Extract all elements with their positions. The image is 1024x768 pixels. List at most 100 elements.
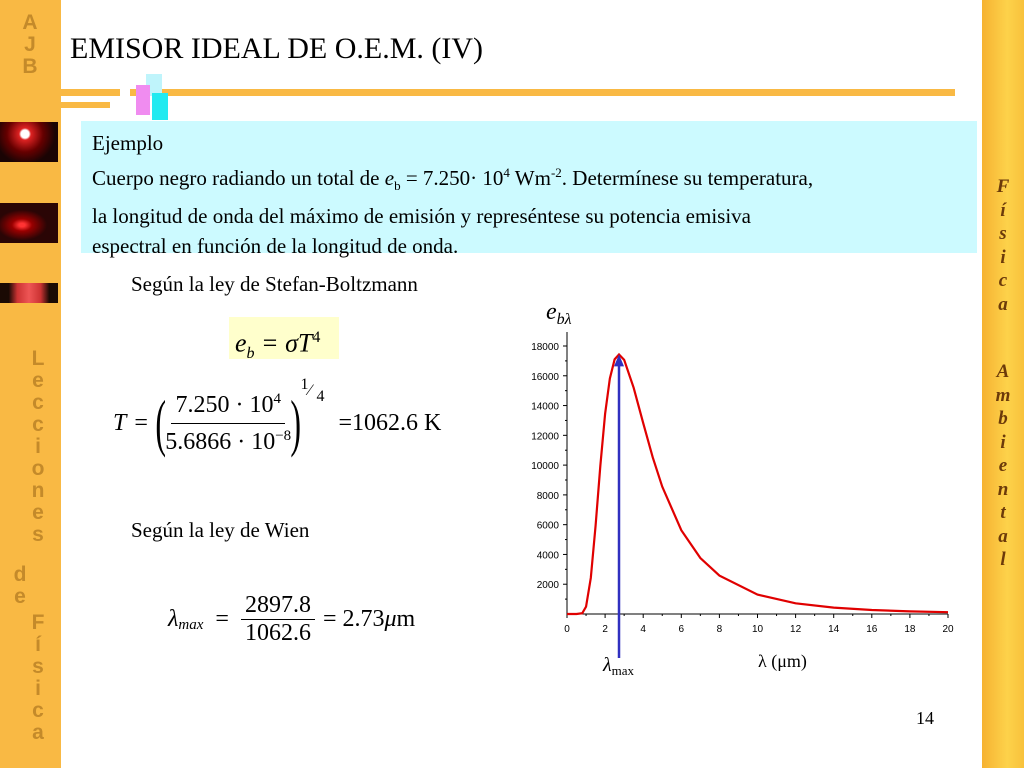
letter: o [31,457,45,480]
letter: e [14,585,26,608]
text: 2897.8 [240,592,315,620]
text: =1062.6 K [338,409,442,436]
text: 4 [503,165,510,180]
axes: 0 2 4 6 8 10 12 14 16 18 20 2000 4000 6000 8000 10000 12… [531,332,954,635]
letter: c [32,413,44,436]
letter: e [32,501,44,524]
x-tick-label: 8 [717,624,723,635]
photo-glow [0,203,58,243]
problem-statement: Ejemplo Cuerpo negro radiando un total d… [81,121,977,258]
problem-line: Cuerpo negro radiando un total de eb = 7… [81,158,977,201]
decor-square [146,74,162,96]
text: 4 [312,329,321,346]
problem-heading: Ejemplo [92,131,164,155]
logo-letter: A [22,11,38,34]
letter: L [31,347,45,370]
letter: n [31,479,45,502]
y-tick-label: 18000 [531,342,559,353]
y-tick-label: 2000 [537,580,560,591]
photo-spectrum [0,283,58,303]
x-tick-label: 2 [602,624,608,635]
logo-letter: B [22,55,38,78]
text: T [113,409,127,436]
text: 4 [273,390,281,407]
lambda-max-label: λmax [602,654,635,678]
letter: s [999,223,1007,244]
sidebar-left-fisica: F í s i c a [28,612,48,744]
x-tick-label: 12 [790,624,802,635]
letter: e [998,455,1008,476]
x-tick-label: 6 [679,624,685,635]
x-axis-label: λ (μm) [758,651,807,672]
letter: F [31,611,45,634]
sidebar-right-fisica: F í s i c a [982,175,1024,316]
sidebar-left-de: d e [10,564,30,608]
title-rule [130,89,955,96]
letter: í [35,633,41,656]
text: b [394,178,401,194]
text: 4 [316,388,325,405]
letter: s [32,523,44,546]
letter: i [35,677,41,700]
page-number: 14 [916,708,934,728]
y-tick-label: 14000 [531,402,559,413]
y-tick-label: 16000 [531,372,559,383]
x-tick-label: 14 [828,624,840,635]
logo-letter: J [24,33,36,56]
series-line [567,352,949,616]
right-sidebar [982,0,1024,768]
text: 5.6866 · 10 [165,428,276,455]
sidebar-left-text: L e c c i o n e s [28,348,48,546]
text: 1 [300,376,309,393]
text: = 2.73 [322,606,385,632]
letter: a [998,293,1008,315]
text: Wm [509,166,551,190]
text: 7.250 · 10 [175,391,274,418]
letter: c [32,391,44,414]
arrow-head [614,354,625,367]
y-tick-label: 6000 [537,521,560,532]
logo-ajb: A J B [20,12,40,78]
text: λ [168,606,179,632]
letter: i [35,435,41,458]
y-tick-label: 8000 [537,491,560,502]
text: e [384,166,395,190]
letter: b [998,408,1008,429]
slide-title: EMISOR IDEAL DE O.E.M. (IV) [70,32,483,65]
temperature-formula: T = ( 7.250 · 104 5.6866 · 10−8 ) 1 ⁄ 4 =10… [113,376,442,458]
text: m [396,606,416,632]
letter: t [1000,502,1006,523]
x-tick-label: 20 [942,624,954,635]
fraction: 7.250 · 104 5.6866 · 10−8 [165,391,291,456]
letter: c [998,270,1008,291]
letter: l [1000,549,1006,570]
y-tick-label: 10000 [531,461,559,472]
letter: s [32,655,44,678]
text: 1062.6 [244,620,311,646]
text: max [178,617,204,633]
problem-line: la longitud de onda del máximo de emisió… [92,204,751,229]
wien-label: Según la ley de Wien [131,518,310,542]
letter: A [996,361,1010,382]
text: = σT [261,328,313,358]
text: = 7.250· 10 [400,166,504,190]
sidebar-right-ambiental: A m b i e n t a l [982,360,1024,572]
letter: n [997,478,1009,500]
letter: a [32,721,44,744]
text: . Determínese su temperatura, [561,166,814,190]
stefan-formula: eb = σT4 [229,317,339,362]
text: -2 [550,165,562,180]
x-tick-label: 0 [564,624,570,635]
letter: m [995,384,1011,406]
fraction: 2897.8 1062.6 [240,592,315,647]
letter: c [32,699,44,722]
letter: e [32,369,44,392]
text: −8 [275,427,292,444]
letter: i [1000,431,1006,453]
text: b [246,344,255,362]
text: μ [384,606,397,632]
x-tick-label: 18 [904,624,916,635]
lambda-max-arrow [614,354,625,658]
letter: a [998,525,1008,547]
spectral-emissive-power-chart: ebλ 0 2 4 6 8 10 12 14 16 18 20 2000 4000 6000 8000 100… [531,299,954,678]
